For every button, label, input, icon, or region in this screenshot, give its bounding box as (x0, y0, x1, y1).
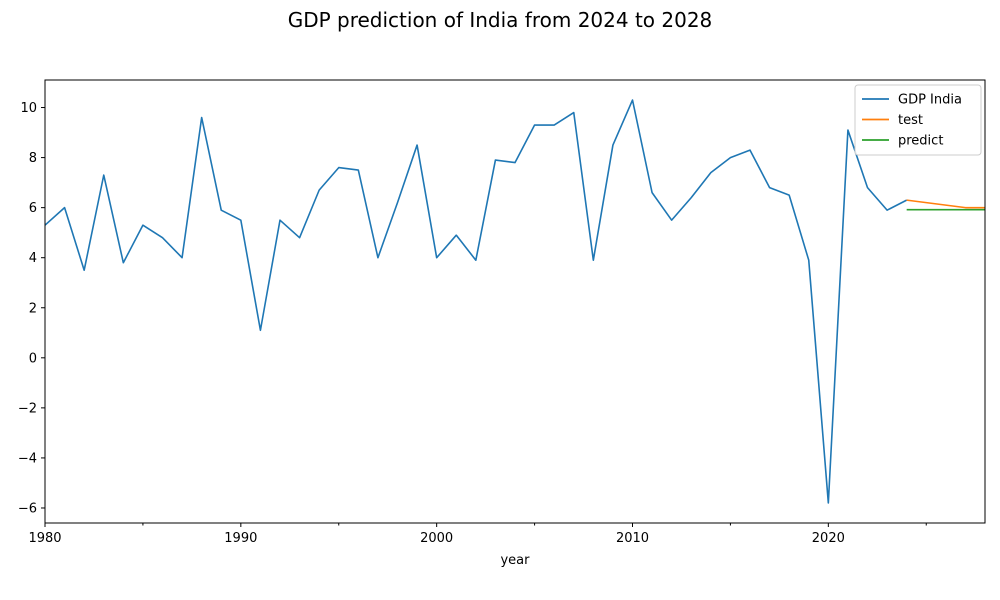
plot-area (45, 99, 985, 504)
series-line-1 (45, 99, 908, 504)
y-tick-label: 0 (29, 351, 37, 366)
x-tick-label: 1980 (28, 531, 61, 546)
axes: −6 −4 −2 0 2 4 6 8 10 1980 1990 2000 2010 2020 (18, 79, 986, 546)
y-tick-label: −4 (18, 451, 37, 466)
x-tick-label: 2000 (420, 531, 453, 546)
y-tick-label: −6 (18, 501, 37, 516)
y-tick-label: 8 (29, 151, 37, 166)
legend-label-3: predict (898, 134, 943, 149)
x-tick-label: 2010 (616, 531, 649, 546)
y-tick-label: 4 (29, 251, 37, 266)
x-tick-label: 1990 (224, 531, 257, 546)
y-tick-label: −2 (18, 401, 37, 416)
x-axis-label: year (500, 553, 530, 568)
series-line-2 (906, 199, 985, 209)
x-tick-label: 2020 (812, 531, 845, 546)
y-tick-label: 6 (29, 201, 37, 216)
legend-box (854, 84, 982, 156)
plot-frame (44, 79, 986, 524)
y-tick-label: 10 (20, 101, 37, 116)
chart-title: GDP prediction of India from 2024 to 202… (288, 8, 713, 32)
legend-label-1: GDP India (898, 93, 962, 108)
legend: GDP India test predict (854, 84, 982, 156)
legend-label-2: test (898, 113, 923, 128)
y-tick-label: 2 (29, 301, 37, 316)
